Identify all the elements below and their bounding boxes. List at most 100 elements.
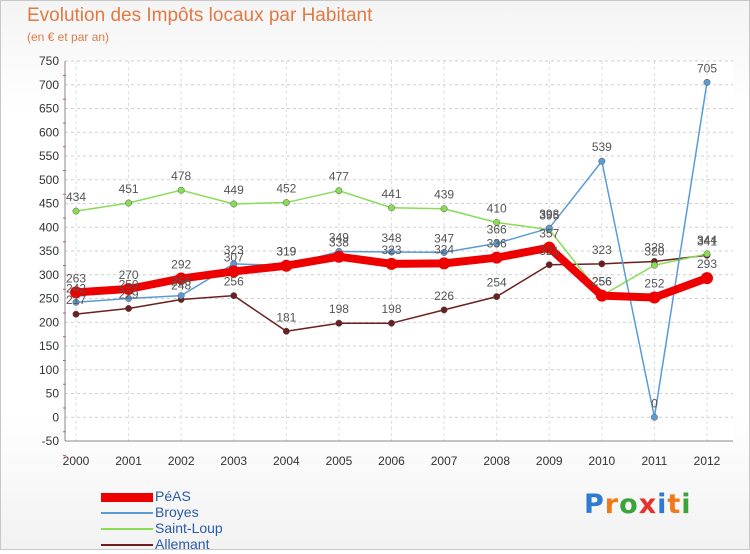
y-tick-label: 0 [52, 410, 59, 424]
y-tick-label: 700 [39, 78, 59, 92]
data-label-péas: 319 [276, 245, 296, 259]
data-point-broyes [650, 413, 658, 421]
legend-swatch [101, 544, 153, 546]
x-tick-label: 2006 [378, 454, 405, 468]
data-point-péas [385, 257, 398, 270]
x-tick-label: 2004 [273, 454, 300, 468]
data-point-saint-loup [703, 250, 711, 258]
data-label-péas: 323 [381, 243, 401, 257]
data-point-allemant [598, 260, 606, 268]
data-point-péas [490, 251, 503, 264]
data-point-péas [175, 272, 188, 285]
data-point-allemant [282, 327, 290, 335]
y-tick-label: 600 [39, 125, 59, 139]
data-point-allemant [388, 319, 395, 327]
plot-area [65, 61, 733, 441]
data-point-saint-loup [177, 186, 185, 194]
data-label-péas: 292 [171, 258, 191, 272]
data-label-saint-loup: 344 [697, 233, 717, 247]
data-label-allemant: 248 [171, 278, 191, 292]
data-point-broyes [177, 292, 185, 300]
data-label-broyes: 539 [592, 140, 612, 154]
data-label-saint-loup: 256 [592, 275, 612, 289]
data-point-péas [648, 291, 661, 304]
data-label-saint-loup: 478 [171, 169, 191, 183]
data-label-saint-loup: 441 [381, 187, 401, 201]
logo-letter: P [584, 489, 605, 520]
data-label-saint-loup: 395 [539, 209, 559, 223]
legend-label: Saint-Loup [155, 520, 223, 536]
data-label-péas: 270 [119, 268, 139, 282]
data-label-péas: 256 [592, 275, 612, 289]
x-tick-label: 2001 [115, 454, 142, 468]
data-point-saint-loup [282, 199, 290, 207]
x-tick-label: 2005 [326, 454, 353, 468]
data-label-allemant: 229 [119, 287, 139, 301]
data-point-broyes [493, 239, 501, 247]
logo-letter: t [667, 489, 682, 520]
data-label-saint-loup: 451 [119, 182, 139, 196]
y-tick-label: 400 [39, 220, 59, 234]
data-point-broyes [703, 78, 711, 86]
y-tick-label: 250 [39, 292, 59, 306]
data-point-péas [227, 265, 240, 278]
data-label-broyes: 250 [119, 278, 139, 292]
data-label-broyes: 347 [434, 231, 454, 245]
data-point-allemant [440, 306, 448, 314]
legend-swatch [101, 528, 153, 530]
data-point-allemant [335, 319, 343, 327]
data-label-péas: 338 [329, 236, 349, 250]
chart-title: Evolution des Impôts locaux par Habitant [27, 5, 373, 26]
data-point-allemant [545, 261, 553, 269]
data-label-allemant: 181 [276, 310, 296, 324]
data-point-allemant [72, 310, 80, 318]
data-point-péas [701, 272, 713, 285]
data-point-broyes [72, 298, 80, 306]
data-label-broyes: 398 [539, 207, 559, 221]
data-label-broyes: 319 [276, 245, 296, 259]
data-point-allemant [230, 292, 238, 300]
data-label-allemant: 328 [644, 240, 664, 254]
data-label-broyes: 256 [171, 275, 191, 289]
legend-swatch [101, 492, 153, 502]
y-tick-label: 300 [39, 268, 59, 282]
data-label-broyes: 705 [697, 61, 717, 75]
data-point-broyes [125, 295, 133, 302]
legend-label: Allemant [155, 536, 210, 552]
logo-letter: r [604, 489, 620, 520]
logo-letter: i [657, 489, 668, 520]
data-label-saint-loup: 320 [644, 244, 664, 258]
logo-letter: x [638, 489, 658, 520]
x-tick-label: 2000 [63, 454, 90, 468]
data-point-broyes [388, 248, 395, 256]
data-point-péas [280, 259, 293, 272]
data-label-allemant: 226 [434, 289, 454, 303]
y-tick-label: 200 [39, 315, 59, 329]
data-label-allemant: 321 [539, 244, 559, 258]
data-label-saint-loup: 452 [276, 182, 296, 196]
y-tick-label: 550 [39, 149, 59, 163]
data-label-allemant: 256 [224, 275, 244, 289]
y-tick-label: -50 [42, 434, 60, 448]
data-point-allemant [125, 305, 133, 312]
data-point-broyes [545, 224, 553, 232]
data-label-péas: 293 [697, 257, 717, 271]
legend-label: Broyes [155, 504, 199, 520]
data-label-péas: 307 [224, 250, 244, 264]
data-point-broyes [440, 248, 448, 256]
data-label-allemant: 254 [487, 276, 507, 290]
data-label-allemant: 198 [381, 302, 401, 316]
data-label-broyes: 349 [329, 230, 349, 244]
x-tick-label: 2012 [694, 454, 721, 468]
y-tick-label: 100 [39, 363, 59, 377]
data-point-saint-loup [125, 199, 133, 207]
y-tick-label: 350 [39, 244, 59, 258]
data-point-saint-loup [230, 200, 238, 208]
data-label-péas: 324 [434, 242, 454, 256]
proxiti-logo: Proxiti [584, 489, 692, 520]
data-point-péas [595, 289, 608, 302]
x-tick-label: 2008 [483, 454, 510, 468]
x-tick-label: 2003 [220, 454, 247, 468]
